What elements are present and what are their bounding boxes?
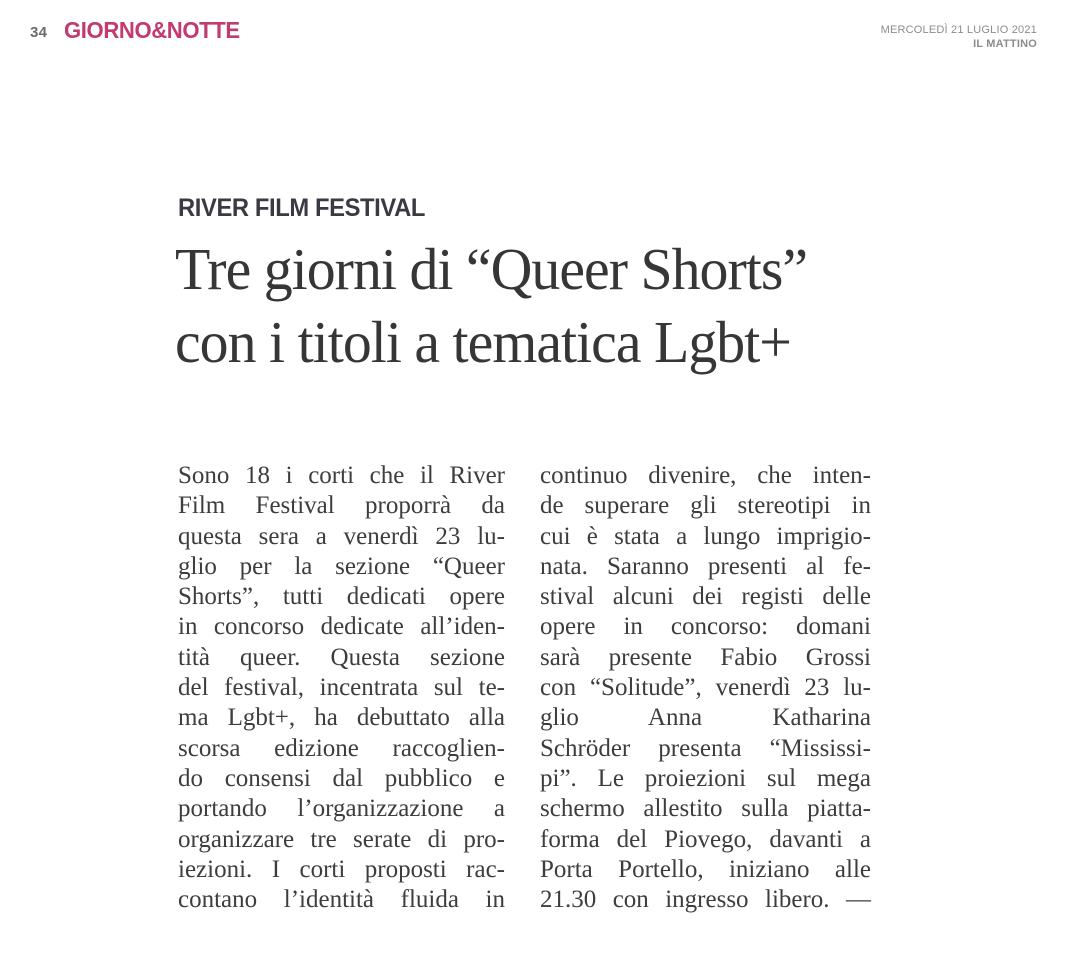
body-line: portando l’organizzazione a [178, 795, 505, 823]
body-line: scorsa edizione raccoglien- [178, 734, 505, 762]
body-line: iezioni. I corti proposti rac- [178, 855, 505, 883]
body-line: organizzare tre serate di pro- [178, 825, 505, 853]
article-kicker: RIVER FILM FESTIVAL [178, 194, 425, 222]
body-line: Film Festival proporrà da [178, 492, 505, 520]
body-line: del festival, incentrata sul te- [178, 674, 505, 702]
body-line: pi”. Le proiezioni sul mega [540, 764, 871, 792]
body-line: ma Lgbt+, ha debuttato alla [178, 704, 505, 732]
body-column-left: Sono 18 i corti che il River Film Festiv… [178, 461, 505, 915]
body-line: con “Solitude”, venerdì 23 lu- [540, 674, 871, 702]
body-line: tità queer. Questa sezione [178, 643, 505, 671]
page-number: 34 [30, 24, 48, 41]
masthead-name: IL MATTINO [973, 38, 1037, 50]
body-line: nata. Saranno presenti al fe- [540, 552, 871, 580]
body-line: do consensi dal pubblico e [178, 764, 505, 792]
edition-block: MERCOLEDÌ 21 LUGLIO 2021 IL MATTINO [881, 23, 1037, 51]
body-line: Porta Portello, iniziano alle [540, 855, 871, 883]
headline-line: con i titoli a tematica Lgbt+ [175, 309, 792, 375]
body-line: cui è stata a lungo imprigio- [540, 522, 871, 550]
body-line: glio Anna Katharina [540, 704, 871, 732]
body-line: glio per la sezione “Queer [178, 552, 505, 580]
body-line: forma del Piovego, davanti a [540, 825, 871, 853]
body-line: schermo allestito sulla piatta- [540, 795, 871, 823]
body-line: 21.30 con ingresso libero. — [540, 886, 871, 914]
body-line: Schröder presenta “Mississi- [540, 734, 871, 762]
body-line: Sono 18 i corti che il River [178, 462, 505, 489]
body-line: sarà presente Fabio Grossi [540, 643, 871, 671]
body-line: stival alcuni dei registi delle [540, 583, 871, 611]
article-headline: Tre giorni di “Queer Shorts” con i titol… [175, 233, 895, 379]
body-line: in concorso dedicate all’iden- [178, 613, 505, 641]
section-title: GIORNO&NOTTE [64, 17, 240, 43]
body-line: questa sera a venerdì 23 lu- [178, 522, 505, 550]
body-line: opere in concorso: domani [540, 613, 871, 641]
body-column-right: continuo divenire, che inten- de superar… [540, 461, 871, 915]
body-line: Shorts”, tutti dedicati opere [178, 583, 505, 611]
body-line: contano l’identità fluida in [178, 886, 505, 914]
body-line: continuo divenire, che inten- [540, 462, 871, 489]
body-line: de superare gli stereotipi in [540, 492, 871, 520]
edition-date: MERCOLEDÌ 21 LUGLIO 2021 [880, 24, 1037, 36]
article-body: Sono 18 i corti che il River Film Festiv… [178, 461, 871, 915]
headline-line: Tre giorni di “Queer Shorts” [175, 236, 808, 302]
